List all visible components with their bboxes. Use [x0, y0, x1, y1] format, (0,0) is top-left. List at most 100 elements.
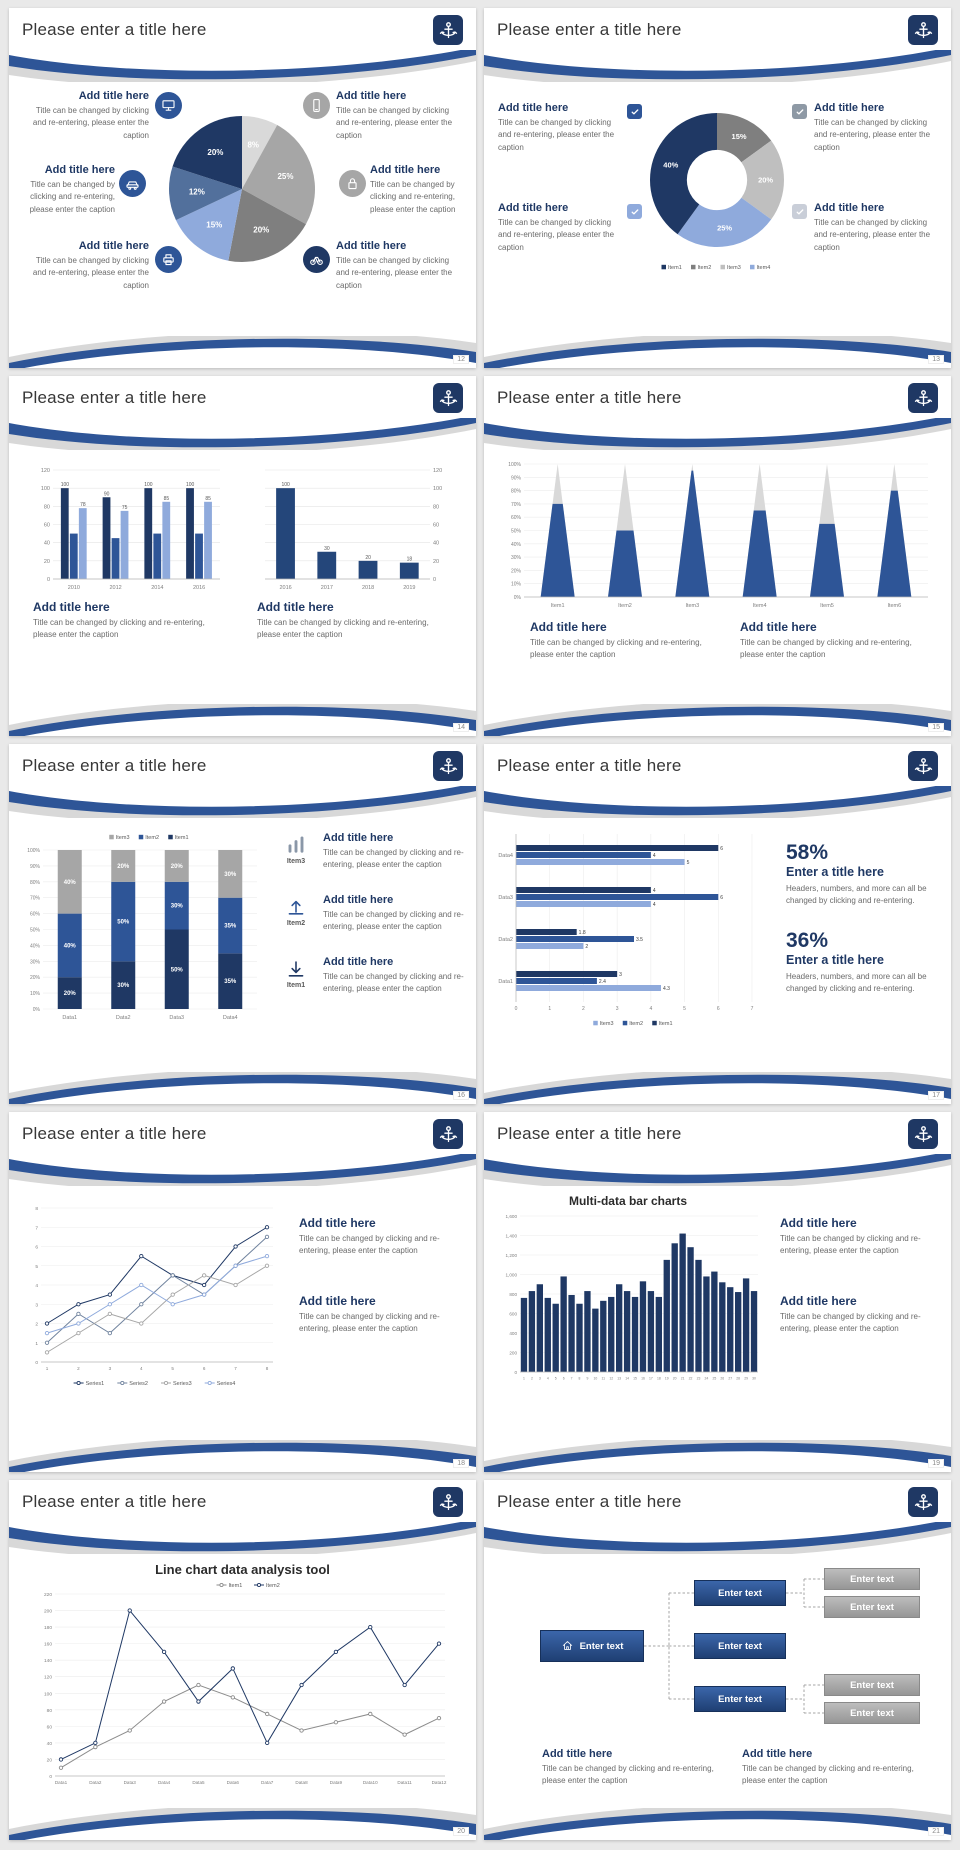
- slide-header: Please enter a title here: [484, 8, 951, 52]
- bicycle-icon: [303, 246, 330, 273]
- svg-text:6: 6: [720, 895, 723, 901]
- icon-label: Item3: [286, 858, 306, 865]
- svg-text:20%: 20%: [117, 864, 130, 870]
- svg-text:0: 0: [47, 577, 50, 583]
- block-caption: Title can be changed by clicking and re-…: [814, 118, 931, 152]
- top-swoosh: [9, 1154, 476, 1186]
- svg-text:50%: 50%: [511, 529, 522, 535]
- block-caption: Title can be changed by clicking and re-…: [498, 218, 615, 252]
- svg-text:4: 4: [653, 902, 656, 908]
- svg-text:18: 18: [657, 1377, 661, 1381]
- svg-text:4: 4: [653, 888, 656, 894]
- page-number: 13: [928, 355, 944, 364]
- slide-title: Please enter a title here: [22, 388, 207, 407]
- svg-text:100%: 100%: [27, 848, 40, 854]
- svg-text:23: 23: [697, 1377, 701, 1381]
- svg-text:30%: 30%: [224, 872, 237, 878]
- svg-text:5: 5: [687, 860, 690, 866]
- svg-text:40%: 40%: [64, 880, 77, 886]
- slide-header: Please enter a title here: [9, 744, 476, 788]
- svg-text:35%: 35%: [224, 924, 237, 930]
- slide-13-donut-chart[interactable]: Please enter a title here 15% 20% 25% 40% It…: [484, 8, 951, 368]
- svg-text:4: 4: [547, 1377, 549, 1381]
- svg-text:7: 7: [571, 1377, 573, 1381]
- svg-text:0: 0: [514, 1370, 517, 1375]
- lock-icon: [339, 170, 366, 197]
- svg-text:5: 5: [171, 1366, 174, 1371]
- svg-text:0: 0: [433, 577, 436, 583]
- block-title: Add title here: [814, 102, 885, 114]
- block-caption: Title can be changed by clicking and re-…: [542, 1764, 714, 1786]
- svg-text:Item6: Item6: [887, 603, 901, 609]
- svg-text:30%: 30%: [511, 555, 522, 561]
- slide-21-flowchart[interactable]: Please enter a title here Enter text Ent…: [484, 1480, 951, 1840]
- slide-header: Please enter a title here: [9, 1480, 476, 1524]
- block-title: Add title here: [323, 832, 394, 844]
- slide-15-cone-chart[interactable]: Please enter a title here 0% 10% 20% 30% 40%…: [484, 376, 951, 736]
- svg-text:20: 20: [673, 1377, 677, 1381]
- svg-text:8: 8: [579, 1377, 581, 1381]
- slide-12-pie-infographic[interactable]: Please enter a title here 8% 25% 20% 15% 12%…: [9, 8, 476, 368]
- svg-text:Item1: Item1: [551, 603, 565, 609]
- svg-text:100: 100: [61, 482, 70, 488]
- svg-text:20%: 20%: [511, 568, 522, 574]
- anchor-logo-icon: [433, 1487, 463, 1517]
- svg-text:Item1: Item1: [175, 835, 189, 841]
- slide-14-column-charts[interactable]: Please enter a title here 0 20 40 60 80 100 12…: [9, 376, 476, 736]
- svg-text:2.4: 2.4: [599, 979, 606, 985]
- svg-text:120: 120: [433, 468, 442, 474]
- stat-percent: 36%: [786, 929, 829, 952]
- svg-text:100%: 100%: [508, 462, 521, 468]
- svg-text:50%: 50%: [117, 920, 130, 926]
- svg-text:50%: 50%: [30, 928, 41, 934]
- flow-label: Enter text: [718, 1587, 762, 1599]
- slide-body: Enter text Enter text Enter text Enter t…: [484, 1562, 951, 1808]
- slide-18-line-chart[interactable]: Please enter a title here 0 1 2 3 4 5 6 7 8 1 2 3 4 5…: [9, 1112, 476, 1472]
- svg-text:40%: 40%: [64, 943, 77, 949]
- svg-text:2014: 2014: [151, 585, 163, 591]
- text-block: Add title here Title can be changed by c…: [336, 90, 454, 142]
- slide-17-horizontal-bar-chart[interactable]: Please enter a title here 0 1 2 3 4 5 6 7 Data4 6…: [484, 744, 951, 1104]
- checkbox-icon: [627, 104, 642, 119]
- svg-text:4.3: 4.3: [663, 986, 670, 992]
- flow-label: Enter text: [850, 1601, 894, 1613]
- slide-body: 0 20 40 60 80 100 120 2010 100 78 2012 90 75 2014 100 8…: [9, 458, 476, 704]
- slide-19-multi-bar-chart[interactable]: Please enter a title here Multi-data bar…: [484, 1112, 951, 1472]
- svg-text:200: 200: [44, 1609, 52, 1615]
- svg-text:200: 200: [509, 1351, 517, 1356]
- svg-text:11: 11: [602, 1377, 606, 1381]
- block-title: Add title here: [323, 894, 394, 906]
- flow-mid-box: Enter text: [694, 1686, 786, 1712]
- text-block: Add title here Title can be changed by c…: [780, 1294, 940, 1336]
- svg-text:120: 120: [44, 1675, 52, 1681]
- svg-text:85: 85: [205, 496, 211, 502]
- svg-text:7: 7: [751, 1006, 754, 1012]
- text-block: Add title here Title can be changed by c…: [740, 620, 920, 662]
- block-caption: Title can be changed by clicking and re-…: [257, 618, 429, 640]
- slide-title: Please enter a title here: [497, 1492, 682, 1511]
- svg-text:40: 40: [433, 541, 439, 547]
- flow-leaf-box: Enter text: [824, 1674, 920, 1696]
- slide-header: Please enter a title here: [484, 1480, 951, 1524]
- page-number: 16: [453, 1091, 469, 1100]
- slide-20-line-chart-analysis[interactable]: Please enter a title here Line chart dat…: [9, 1480, 476, 1840]
- block-title: Add title here: [498, 102, 569, 114]
- slide-16-stacked-bar-chart[interactable]: Please enter a title here Item3 Item2 Item…: [9, 744, 476, 1104]
- block-title: Add title here: [740, 620, 817, 634]
- svg-text:Data2: Data2: [116, 1015, 131, 1021]
- svg-text:80: 80: [47, 1708, 53, 1714]
- svg-text:2012: 2012: [110, 585, 122, 591]
- svg-text:3: 3: [35, 1302, 38, 1308]
- anchor-logo-icon: [908, 15, 938, 45]
- anchor-logo-icon: [433, 1119, 463, 1149]
- svg-text:120: 120: [41, 468, 50, 474]
- svg-text:400: 400: [509, 1331, 517, 1336]
- svg-text:Series2: Series2: [129, 1381, 148, 1387]
- svg-text:2: 2: [582, 1006, 585, 1012]
- block-caption: Title can be changed by clicking and re-…: [780, 1234, 921, 1256]
- checkbox-icon: [792, 104, 807, 119]
- chart-title: Line chart data analysis tool: [155, 1562, 330, 1577]
- svg-text:Data12: Data12: [432, 1780, 447, 1785]
- bottom-swoosh: [484, 1440, 951, 1472]
- svg-text:4: 4: [140, 1366, 143, 1371]
